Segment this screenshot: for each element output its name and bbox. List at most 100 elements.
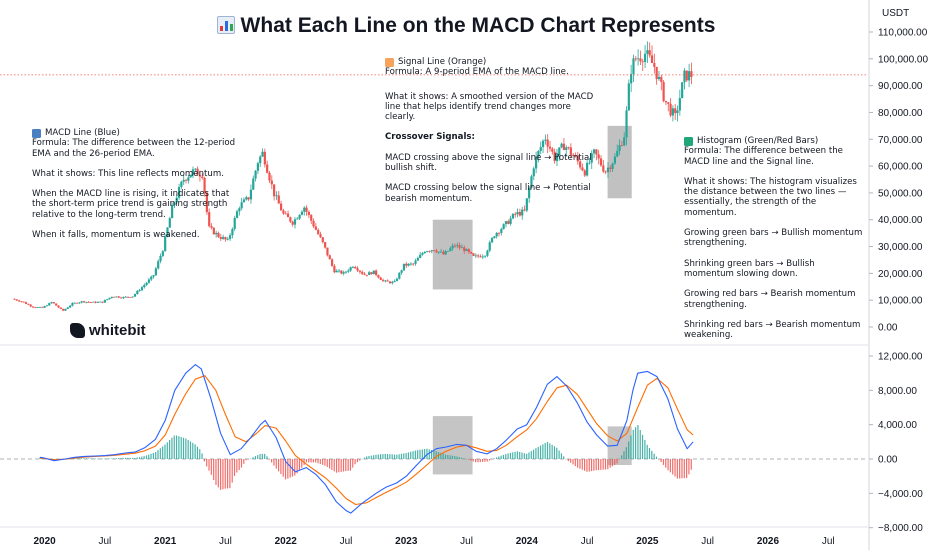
histogram-bar <box>419 449 421 459</box>
candle-body <box>136 290 139 295</box>
histogram-bar <box>92 458 94 460</box>
histogram-bar <box>377 454 379 459</box>
histogram-bar <box>261 453 263 459</box>
candle-body <box>384 280 387 282</box>
candle-body <box>606 167 610 173</box>
candle-body <box>674 108 677 114</box>
candle-body <box>565 147 568 151</box>
whitebit-logo-icon <box>70 323 85 338</box>
histogram-bar <box>625 447 627 459</box>
histogram-bar <box>456 456 458 459</box>
candle-body <box>528 187 531 199</box>
histogram-formula: Formula: The difference between the MACD… <box>684 146 843 167</box>
histogram-bar <box>266 456 268 459</box>
histogram-bar <box>157 450 159 459</box>
candle-body <box>555 155 559 162</box>
macd-pane <box>0 364 868 514</box>
candle-body <box>80 301 83 303</box>
histogram-bar <box>238 459 240 471</box>
histogram-bar <box>331 459 333 470</box>
candle-body <box>483 255 487 257</box>
candle-body <box>249 189 253 200</box>
candle-body <box>226 238 229 240</box>
candle-body <box>541 140 545 148</box>
candle-body <box>78 302 81 304</box>
histogram-shows: What it shows: The histogram visualizes … <box>684 176 857 218</box>
candle-body <box>168 218 171 228</box>
signal-formula: Formula: A 9-period EMA of the MACD line… <box>385 67 569 78</box>
candle-body <box>101 301 104 303</box>
candle-body <box>558 147 561 156</box>
candle-body <box>59 307 62 309</box>
candle-body <box>678 98 681 111</box>
candle-body <box>465 249 468 251</box>
candle-body <box>217 232 220 238</box>
histogram-bar <box>512 452 514 459</box>
histogram-bar <box>428 449 430 459</box>
histogram-bar <box>410 451 412 459</box>
histogram-bar <box>349 459 352 471</box>
histogram-bar <box>294 459 296 476</box>
histogram-bar <box>523 453 525 459</box>
histogram-bar <box>433 450 435 459</box>
histogram-bar <box>639 430 641 459</box>
histogram-bar <box>477 459 479 463</box>
histogram-bar <box>138 457 141 459</box>
candle-body <box>602 165 605 172</box>
histogram-bar <box>558 450 560 459</box>
candle-body <box>567 147 570 149</box>
candle-body <box>660 76 663 82</box>
histogram-bar <box>493 458 495 459</box>
candle-body <box>73 302 76 304</box>
candle-body <box>293 219 297 225</box>
candle-body <box>103 300 106 303</box>
candle-body <box>203 177 206 193</box>
histogram-bar <box>644 439 646 459</box>
candle-body <box>419 254 422 259</box>
histogram-bar <box>535 448 537 459</box>
candle-body <box>277 195 280 204</box>
histogram-bar <box>637 425 639 459</box>
histogram-bar <box>213 459 215 481</box>
candle-body <box>108 297 111 300</box>
histogram-bar <box>99 458 101 460</box>
histogram-bar <box>359 459 361 461</box>
candle-body <box>426 251 429 253</box>
histogram-bar <box>449 455 451 459</box>
histogram-bar <box>243 459 245 464</box>
candle-body <box>430 250 433 252</box>
candle-body <box>82 301 86 303</box>
candle-body <box>215 232 218 235</box>
price-pane <box>0 41 868 312</box>
histogram-bar <box>484 459 486 462</box>
histogram-bar <box>345 459 347 472</box>
histogram-bar <box>454 456 456 459</box>
candle-body <box>435 250 438 253</box>
histogram-bar <box>113 458 115 459</box>
histogram-bar <box>674 459 676 477</box>
histogram-bar <box>519 451 521 459</box>
histogram-bar <box>604 459 607 470</box>
histogram-bar <box>593 459 595 471</box>
candle-body <box>535 156 538 169</box>
histogram-bar <box>182 437 185 459</box>
candle-body <box>133 294 137 297</box>
histogram-bar <box>451 455 454 459</box>
candle-body <box>490 238 494 243</box>
histogram-bar <box>162 446 164 459</box>
candle-body <box>50 302 53 304</box>
candle-body <box>486 250 489 256</box>
candle-body <box>261 151 264 157</box>
histogram-bar <box>271 459 273 463</box>
candle-body <box>145 282 148 285</box>
candle-body <box>379 277 382 280</box>
histogram-bar <box>328 459 331 469</box>
histogram-bar <box>169 440 171 459</box>
histogram-bar <box>628 441 630 459</box>
histogram-bar <box>600 459 602 470</box>
histogram-bar <box>312 459 314 463</box>
candle-body <box>576 156 579 162</box>
histogram-bar <box>335 459 338 473</box>
candle-body <box>228 235 232 239</box>
